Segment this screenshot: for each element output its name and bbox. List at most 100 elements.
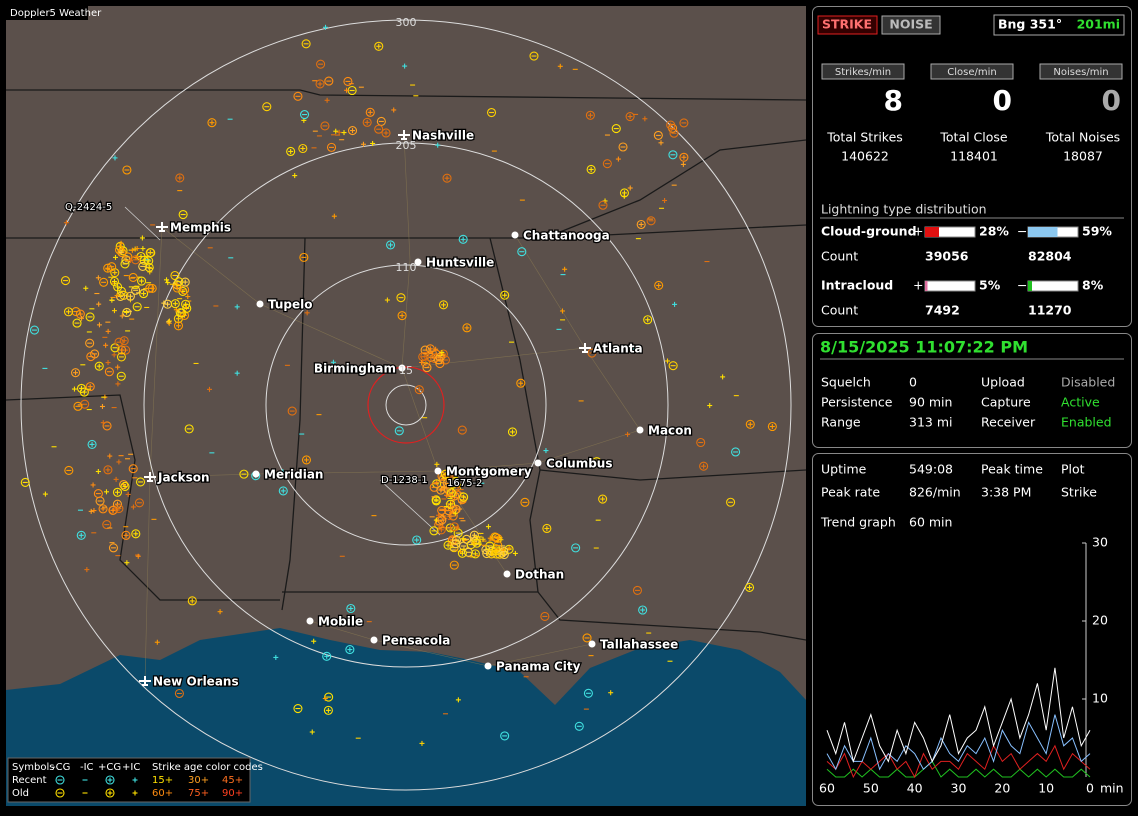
distribution-title: Lightning type distribution	[821, 202, 987, 217]
strike-symbol	[397, 311, 407, 321]
strike-symbol	[109, 276, 120, 287]
stat: Plot	[1061, 462, 1085, 477]
strike-symbol	[490, 532, 500, 542]
airport-icon	[144, 472, 156, 482]
title-box	[6, 6, 88, 20]
strike-button-label[interactable]: STRIKE	[822, 17, 872, 32]
strike-symbol	[422, 363, 432, 373]
stat: Peak rate	[821, 485, 880, 500]
panel	[812, 333, 1132, 448]
strike-symbol	[500, 731, 510, 741]
strike-symbol	[173, 321, 184, 331]
type-label: Intracloud	[821, 278, 893, 293]
city-label: Panama City	[496, 660, 581, 674]
strike-symbol	[438, 300, 449, 310]
strike-symbol	[449, 522, 459, 532]
settings-rows: Squelch 0 Upload Disabled Persistence 90 min C…	[821, 375, 1115, 430]
noise-button-label[interactable]: NOISE	[889, 17, 932, 32]
legend-title: Symbols	[12, 762, 54, 773]
total-value: 118401	[950, 149, 998, 164]
strike-symbol	[582, 633, 592, 643]
strike-symbol	[434, 355, 444, 365]
strike-symbol	[298, 143, 308, 154]
strike-symbol	[63, 307, 74, 317]
bar-track	[924, 280, 976, 292]
city-label: Pensacola	[382, 634, 450, 648]
city-label: Tallahassee	[600, 638, 678, 652]
strike-symbol	[117, 247, 127, 258]
strike-symbol	[87, 439, 97, 449]
city-label: Memphis	[170, 221, 231, 235]
percent: 8%	[1082, 278, 1104, 293]
strike-symbol	[669, 128, 679, 138]
strike-symbol	[420, 351, 430, 361]
strike-symbol	[239, 469, 249, 479]
noise-button[interactable]	[881, 15, 941, 35]
city-dot	[636, 426, 644, 434]
strike-symbol	[103, 465, 113, 475]
strike-symbol	[412, 535, 422, 545]
strike-symbol	[93, 489, 103, 499]
strike-symbol	[119, 290, 129, 300]
strike-symbol	[643, 315, 653, 325]
airport-icon	[139, 676, 151, 686]
trend-line	[826, 744, 1091, 779]
city-label: Mobile	[318, 615, 363, 629]
strike-symbol	[104, 367, 114, 377]
stat: 826/min	[909, 485, 961, 500]
strike-symbol	[113, 282, 123, 292]
strike-symbol	[64, 465, 74, 476]
legend-age: 30+	[188, 775, 209, 786]
strike-symbol	[102, 421, 112, 431]
strike-label: 1675-2	[447, 478, 482, 489]
strike-symbol	[72, 318, 82, 328]
strike-button[interactable]	[817, 15, 878, 35]
strike-symbol	[71, 368, 81, 378]
datetime: 8/15/2025 11:07:22 PM	[820, 338, 1028, 357]
strike-symbol	[323, 705, 333, 715]
city-dot	[511, 231, 519, 239]
strike-symbol	[574, 721, 584, 731]
strike-symbol	[105, 788, 115, 798]
strike-symbol	[520, 497, 530, 507]
strike-symbol	[85, 338, 95, 348]
strike-symbol	[449, 560, 459, 570]
strike-symbol	[324, 692, 334, 702]
strike-symbol	[299, 252, 309, 262]
strike-symbol	[347, 126, 358, 136]
stat: Peak time	[981, 462, 1043, 477]
strike-symbol	[602, 159, 612, 169]
strike-symbol	[132, 302, 142, 312]
strike-symbol	[131, 529, 141, 539]
x-tick-label: 60	[819, 781, 835, 796]
strike-symbol	[170, 299, 180, 309]
strike-symbol	[414, 385, 424, 395]
strike-symbol	[396, 293, 406, 303]
count: 11270	[1028, 303, 1072, 318]
strike-symbol	[632, 585, 643, 595]
strike-symbol	[123, 252, 133, 262]
stat: 3:38 PM	[981, 485, 1031, 500]
trend-line	[826, 667, 1091, 764]
strike-symbol	[507, 427, 518, 437]
strike-symbol	[745, 419, 755, 429]
strike-symbol	[646, 216, 656, 226]
strike-symbol	[699, 461, 709, 471]
strike-symbol	[112, 487, 123, 497]
rate-header-box	[1039, 63, 1123, 80]
strike-symbol	[654, 280, 664, 291]
total-value: 140622	[841, 149, 889, 164]
strike-symbol	[435, 352, 445, 362]
setting: Active	[1061, 395, 1100, 410]
strike-symbol	[128, 464, 138, 474]
strike-symbol	[144, 256, 154, 266]
x-unit: min	[1100, 781, 1124, 796]
strike-symbol	[172, 283, 182, 293]
strike-symbol	[108, 543, 119, 553]
rate-value: 8	[884, 84, 903, 117]
legend-type: +CG	[98, 762, 121, 773]
y-tick-label: 30	[1092, 535, 1108, 550]
legend-age: 15+	[152, 775, 173, 786]
range-label: 300	[396, 16, 417, 29]
strike-symbol	[287, 406, 297, 416]
